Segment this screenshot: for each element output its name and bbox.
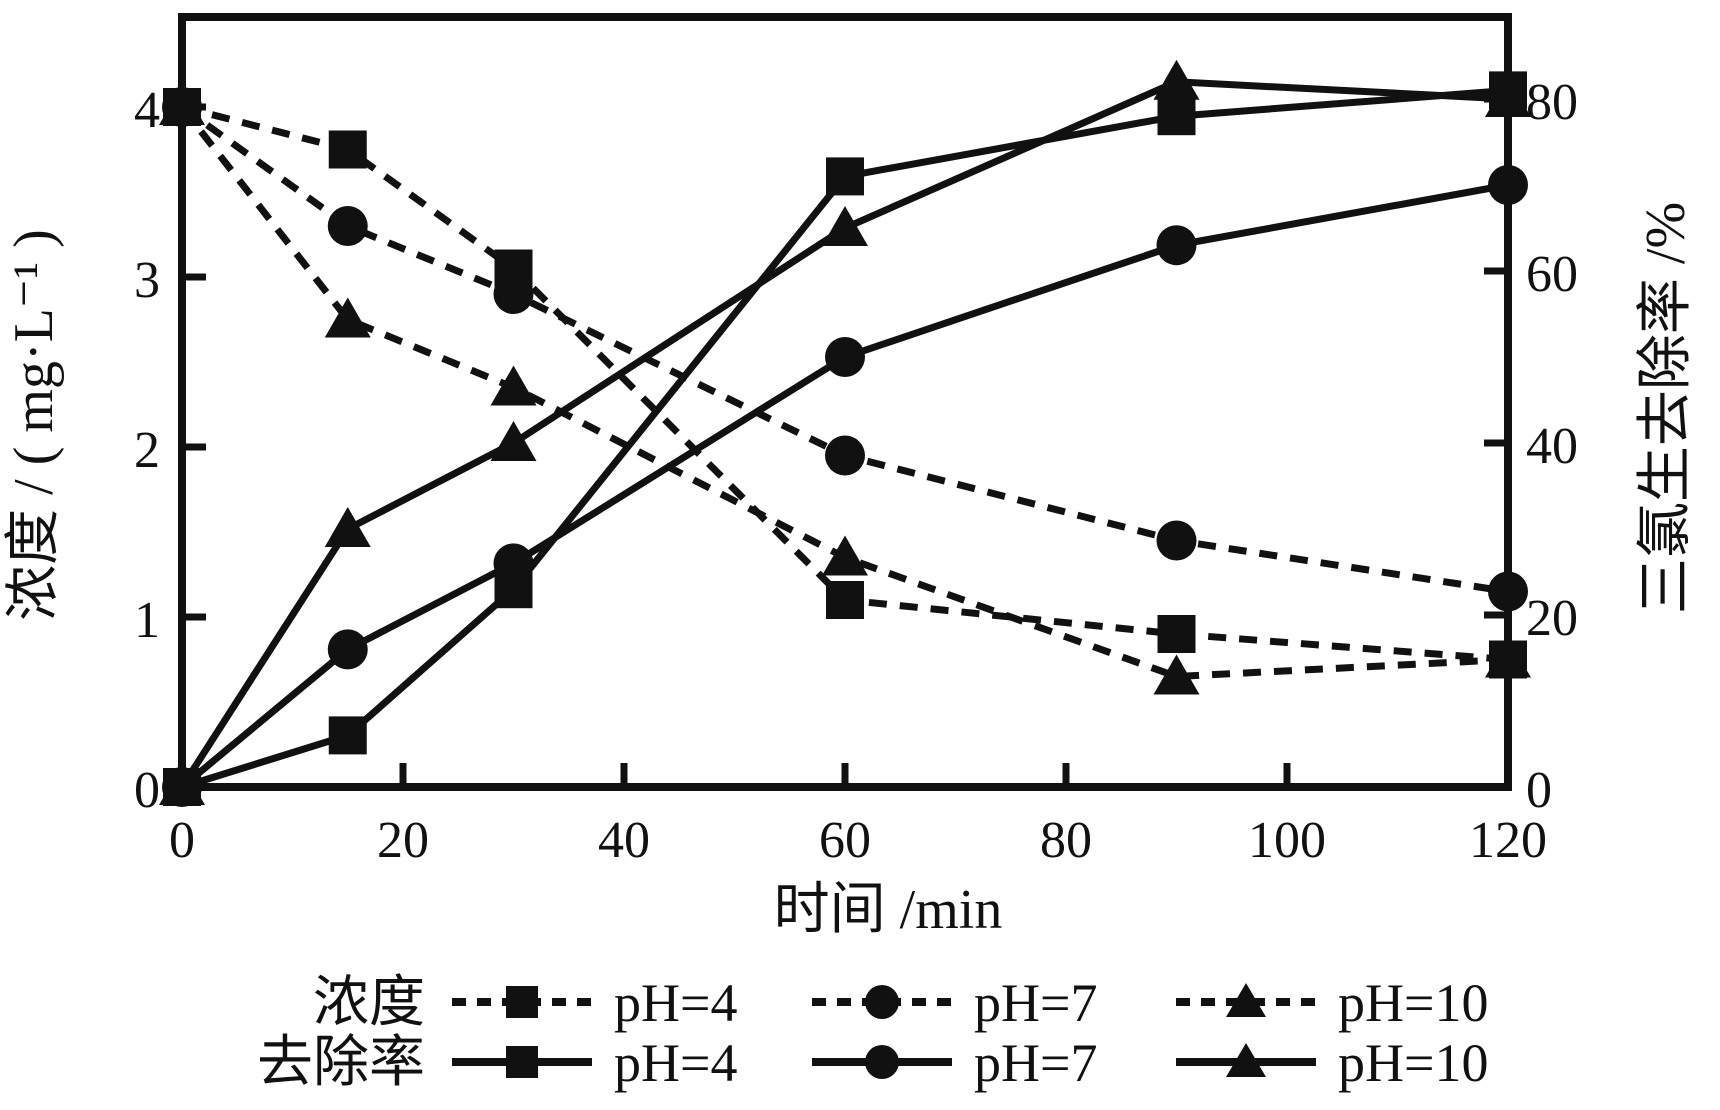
legend-entry-label: pH=4 bbox=[614, 973, 737, 1033]
legend-item-ph4: pH=4 bbox=[452, 1033, 737, 1093]
concentration-ph7-circle-marker bbox=[327, 206, 368, 246]
legend-triangle-marker bbox=[1226, 1043, 1266, 1077]
y-left-tick-label: 0 bbox=[134, 762, 160, 819]
legend-entry-label: pH=7 bbox=[974, 973, 1097, 1033]
x-tick-label: 0 bbox=[169, 812, 195, 869]
legend-square-marker bbox=[506, 1046, 538, 1078]
y-left-axis-title: 浓度 / ( mg·L⁻¹ ) bbox=[3, 229, 65, 621]
concentration-ph10-triangle-marker bbox=[822, 535, 868, 576]
legend-circle-marker bbox=[865, 985, 899, 1019]
y-left-tick-label: 3 bbox=[134, 252, 160, 309]
x-tick-label: 20 bbox=[377, 812, 429, 869]
y-right-tick-label: 40 bbox=[1526, 418, 1578, 475]
y-left-tick-label: 4 bbox=[134, 82, 160, 139]
concentration-ph4-series bbox=[163, 88, 1527, 679]
concentration-ph7-circle-marker bbox=[825, 435, 865, 476]
legend-entry-label: pH=4 bbox=[614, 1033, 737, 1093]
concentration-ph4-square-marker bbox=[163, 88, 201, 126]
y-right-axis-title: 三氯生去除率 /% bbox=[1635, 202, 1697, 614]
legend-triangle-marker bbox=[1226, 983, 1266, 1017]
x-tick-label: 120 bbox=[1469, 812, 1547, 869]
removal-rate-ph10-line bbox=[179, 78, 1509, 789]
concentration-ph4-square-marker bbox=[826, 581, 864, 619]
legend-row-concentration: 浓度 pH=4 pH=7 pH=10 bbox=[313, 972, 1488, 1034]
removal-rate-ph10-triangle-marker bbox=[822, 206, 868, 246]
concentration-ph10-triangle-marker bbox=[1153, 654, 1200, 695]
removal-rate-ph10-triangle-marker bbox=[490, 421, 537, 461]
x-axis-title: 时间 /min bbox=[774, 879, 1003, 941]
removal-rate-ph7-circle-marker bbox=[825, 337, 865, 377]
x-axis-ticks: 0 20 40 60 80 100 120 bbox=[169, 763, 1547, 869]
removal-rate-ph7-series bbox=[162, 165, 1528, 807]
concentration-ph4-square-marker bbox=[1489, 640, 1527, 679]
concentration-ph4-square-marker bbox=[1157, 615, 1196, 653]
y-left-tick-label: 1 bbox=[134, 592, 160, 649]
removal-rate-ph4-line bbox=[180, 86, 1509, 791]
concentration-ph7-line bbox=[179, 104, 1509, 595]
concentration-ph7-circle-marker bbox=[1488, 571, 1528, 612]
legend-square-marker bbox=[506, 986, 538, 1018]
legend-item-ph10: pH=10 bbox=[1176, 1033, 1488, 1093]
y-right-tick-label: 60 bbox=[1526, 246, 1578, 303]
legend-item-ph4: pH=4 bbox=[452, 973, 737, 1033]
concentration-ph4-square-marker bbox=[494, 249, 533, 288]
removal-rate-ph4-square-marker bbox=[1157, 97, 1196, 136]
legend-row-label: 浓度 bbox=[313, 972, 425, 1034]
removal-rate-ph4-series bbox=[163, 71, 1527, 806]
removal-rate-ph4-square-marker bbox=[494, 570, 533, 609]
x-tick-label: 100 bbox=[1248, 812, 1326, 869]
legend-item-ph7: pH=7 bbox=[812, 1033, 1097, 1093]
y-left-tick-label: 2 bbox=[134, 422, 160, 479]
legend-entry-label: pH=10 bbox=[1338, 973, 1488, 1033]
concentration-ph10-triangle-marker bbox=[490, 365, 537, 406]
legend-item-ph7: pH=7 bbox=[812, 973, 1097, 1033]
removal-rate-ph4-square-marker bbox=[163, 768, 201, 806]
removal-rate-ph7-circle-marker bbox=[327, 629, 368, 670]
removal-rate-ph7-line bbox=[179, 181, 1509, 790]
y-left-axis-ticks: 0 1 2 3 4 bbox=[134, 82, 206, 819]
removal-rate-ph7-circle-marker bbox=[1488, 165, 1528, 205]
removal-rate-ph4-square-marker bbox=[328, 716, 367, 755]
y-right-axis-ticks: 0 20 40 60 80 bbox=[1484, 74, 1578, 819]
legend-row-label: 去除率 bbox=[257, 1032, 425, 1094]
y-right-tick-label: 0 bbox=[1526, 762, 1552, 819]
legend: 浓度 pH=4 pH=7 pH=10 去除率 pH=4 pH=7 pH=10 bbox=[257, 972, 1488, 1094]
removal-rate-ph10-triangle-marker bbox=[324, 507, 371, 547]
concentration-ph10-triangle-marker bbox=[324, 297, 371, 338]
legend-entry-label: pH=10 bbox=[1338, 1033, 1488, 1093]
y-right-tick-label: 20 bbox=[1526, 590, 1578, 647]
legend-item-ph10: pH=10 bbox=[1176, 973, 1488, 1033]
legend-entry-label: pH=7 bbox=[974, 1033, 1097, 1093]
removal-rate-ph4-square-marker bbox=[826, 157, 864, 196]
series-lines bbox=[159, 59, 1531, 807]
legend-row-removal-rate: 去除率 pH=4 pH=7 pH=10 bbox=[257, 1032, 1488, 1094]
legend-circle-marker bbox=[865, 1045, 899, 1079]
removal-rate-ph4-square-marker bbox=[1489, 71, 1527, 110]
x-tick-label: 80 bbox=[1040, 812, 1092, 869]
removal-rate-ph7-circle-marker bbox=[1156, 225, 1197, 266]
concentration-ph4-square-marker bbox=[328, 130, 367, 169]
x-tick-label: 60 bbox=[819, 812, 871, 869]
concentration-ph10-line bbox=[179, 104, 1509, 681]
y-right-tick-label: 80 bbox=[1526, 74, 1578, 131]
concentration-ph7-circle-marker bbox=[1156, 520, 1197, 561]
removal-rate-ph10-triangle-marker bbox=[1153, 59, 1200, 100]
x-tick-label: 40 bbox=[598, 812, 650, 869]
